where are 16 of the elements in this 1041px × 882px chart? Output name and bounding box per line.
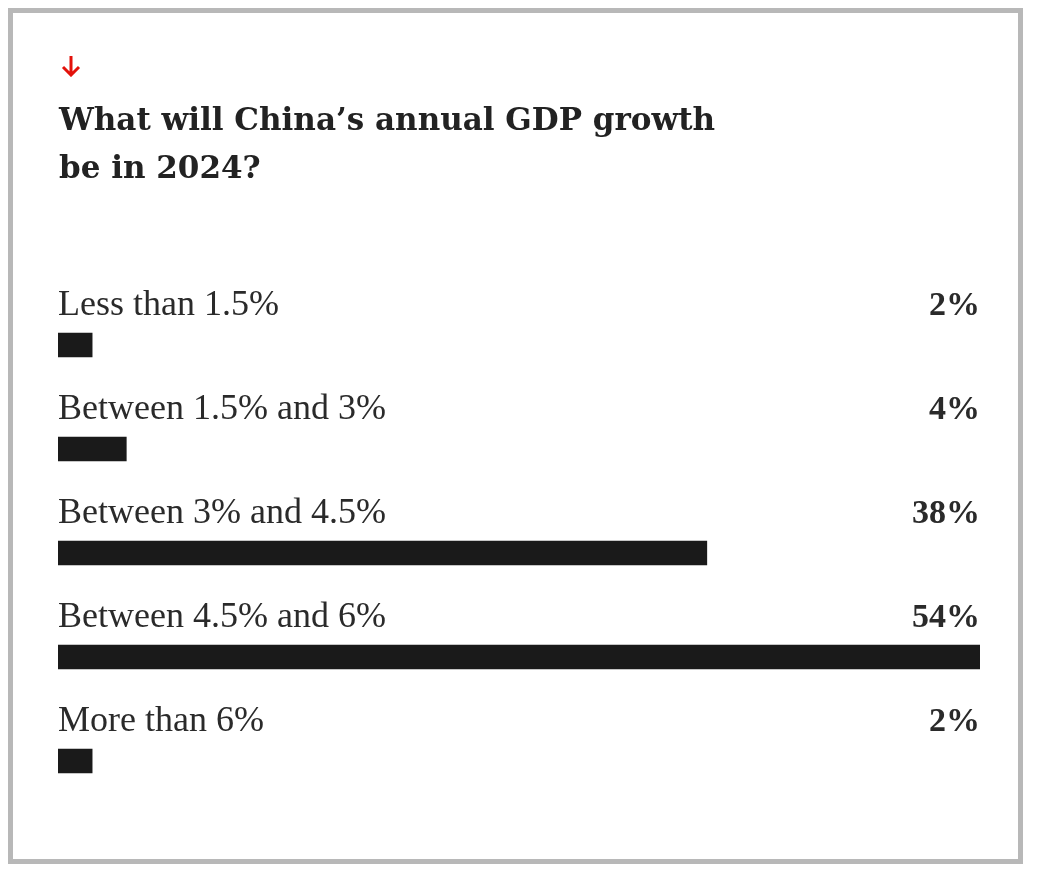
bar: [58, 644, 980, 670]
y-tick-label: Between 4.5% and 6%: [58, 595, 386, 635]
data-label: 2%: [929, 701, 980, 738]
chart-title: What will China’s annual GDP growth be in 2024?: [59, 100, 717, 187]
bar: [58, 748, 93, 774]
bar: [58, 436, 127, 462]
y-tick-label: Between 3% and 4.5%: [58, 491, 386, 531]
bar: [58, 540, 708, 566]
y-tick-label: Less than 1.5%: [58, 283, 279, 323]
bar: [58, 332, 93, 358]
data-label: 2%: [929, 285, 980, 322]
data-label: 4%: [929, 389, 980, 426]
y-tick-label: Between 1.5% and 3%: [58, 387, 386, 427]
data-label: 38%: [912, 493, 980, 530]
data-label: 54%: [912, 597, 980, 634]
y-tick-label: More than 6%: [58, 699, 264, 739]
